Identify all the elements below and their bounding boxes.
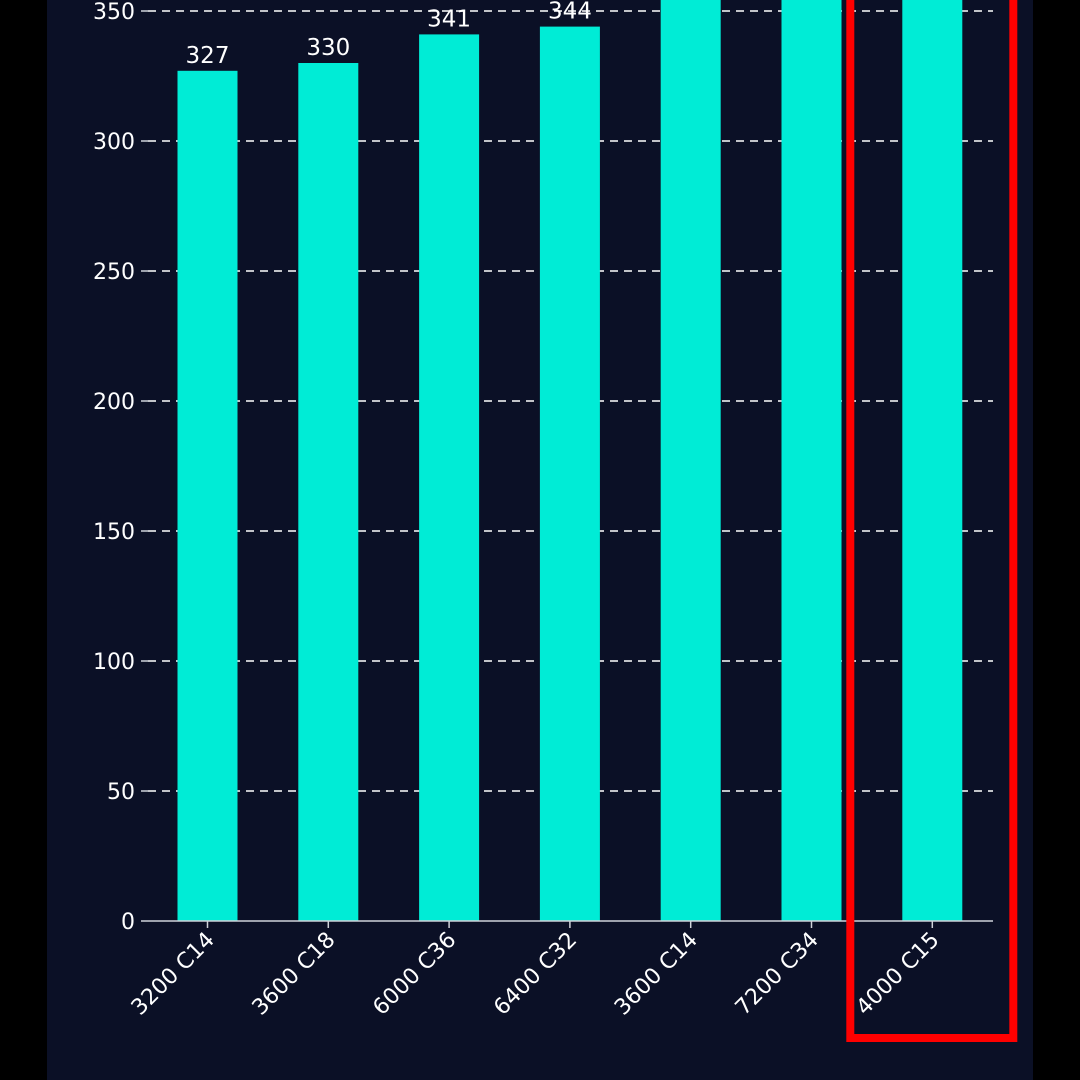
highlight-box (846, 0, 1018, 1042)
data-label: 327 (186, 43, 230, 69)
bar (781, 0, 842, 921)
bar (539, 26, 600, 922)
y-tick-label: 150 (93, 520, 135, 545)
y-tick-label: 50 (107, 780, 135, 805)
y-axis-ticks: 0 50 100 150 200 250 300 350 (93, 0, 148, 935)
data-label: 341 (427, 6, 471, 32)
y-tick-label: 250 (93, 260, 135, 285)
bar (902, 0, 963, 921)
y-tick-label: 0 (121, 910, 135, 935)
bars (177, 0, 963, 922)
y-tick-label: 100 (93, 650, 135, 675)
y-tick-label: 200 (93, 390, 135, 415)
data-label: 330 (306, 35, 350, 61)
bar (298, 63, 359, 921)
data-label: 344 (548, 0, 592, 25)
bar (177, 70, 238, 922)
y-tick-label: 300 (93, 130, 135, 155)
y-tick-label: 350 (93, 0, 135, 25)
data-labels: 327 330 341 344 (186, 0, 592, 69)
bar (660, 0, 721, 921)
bar (419, 34, 480, 921)
